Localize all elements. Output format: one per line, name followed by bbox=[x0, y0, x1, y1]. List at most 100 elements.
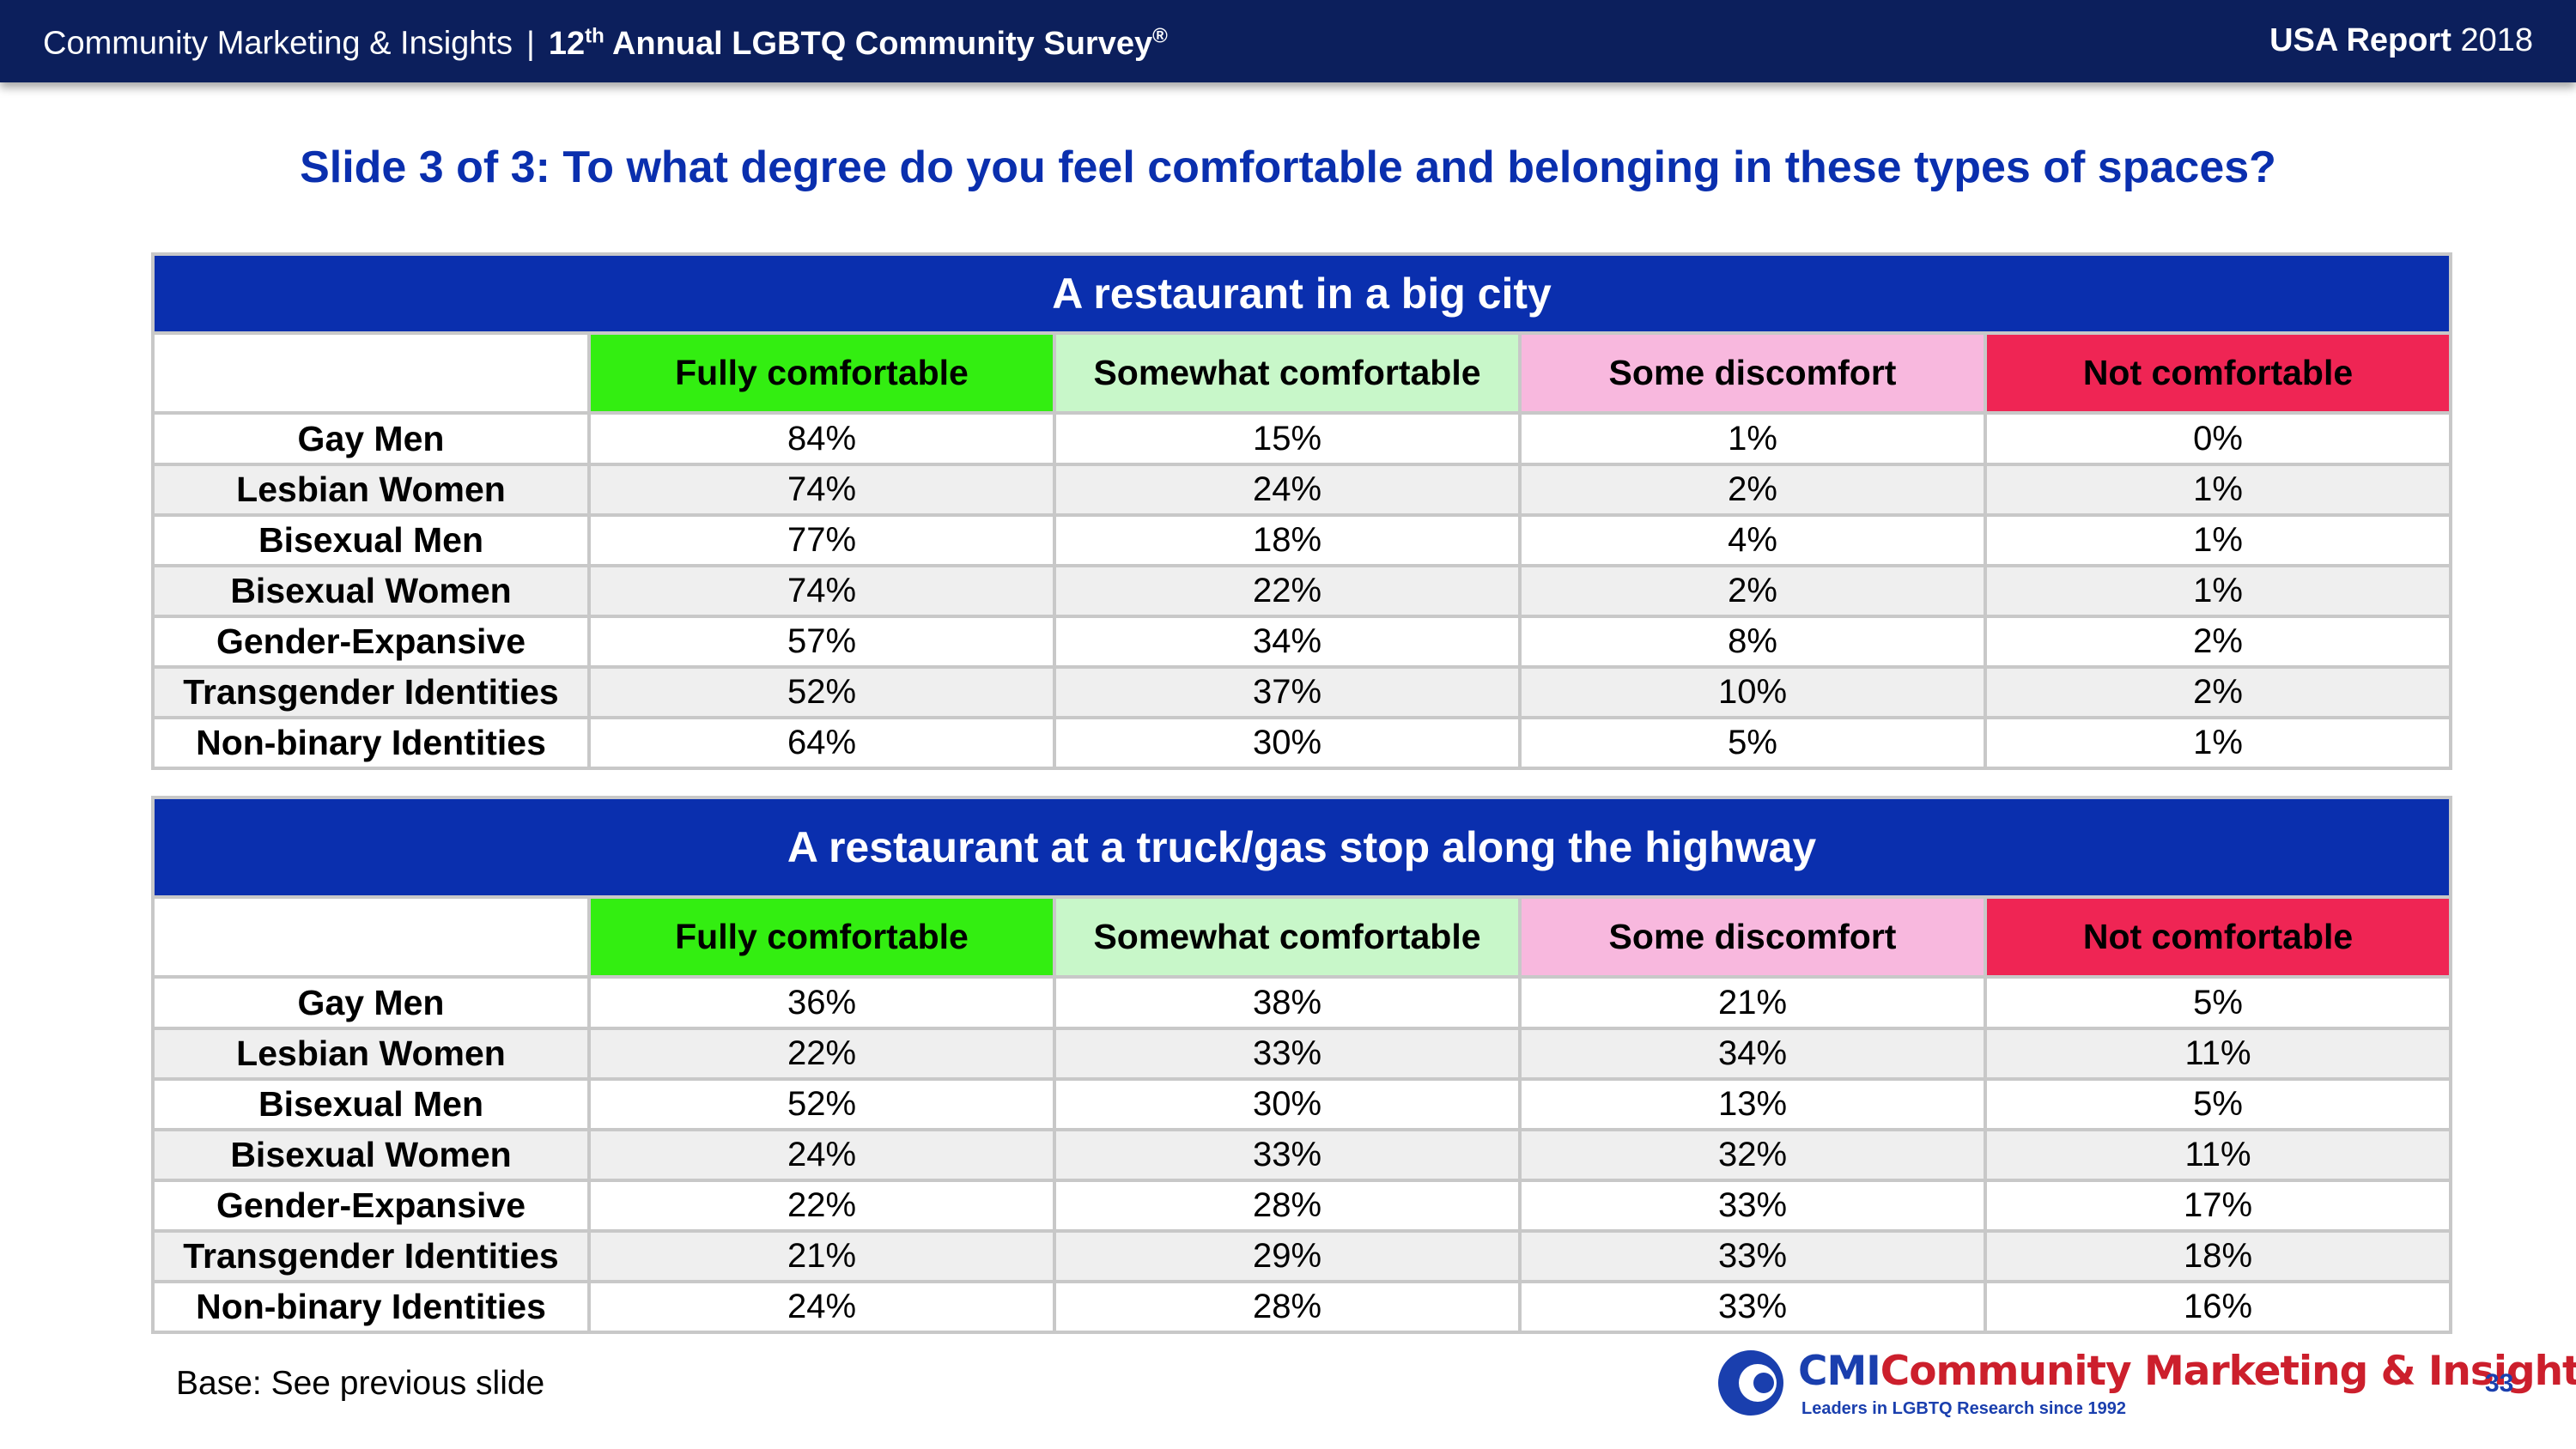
header-empty-cell bbox=[151, 895, 591, 979]
value-cell: 15% bbox=[1053, 411, 1522, 466]
value-cell: 64% bbox=[587, 716, 1056, 770]
table-row: Non-binary Identities 24% 28% 33% 16% bbox=[151, 1280, 2453, 1334]
value-cell: 2% bbox=[1518, 463, 1987, 517]
table-row: Bisexual Women 24% 33% 32% 11% bbox=[151, 1128, 2453, 1182]
value-cell: 1% bbox=[1984, 513, 2452, 567]
row-label: Gay Men bbox=[151, 975, 591, 1030]
value-cell: 22% bbox=[1053, 564, 1522, 618]
value-cell: 84% bbox=[587, 411, 1056, 466]
value-cell: 11% bbox=[1983, 1027, 2453, 1081]
table-title: A restaurant at a truck/gas stop along t… bbox=[150, 796, 2453, 899]
survey-name: 12th Annual LGBTQ Community Survey® bbox=[548, 24, 1168, 62]
table-row: Bisexual Men 52% 30% 13% 5% bbox=[151, 1077, 2453, 1131]
table-row: Bisexual Men 77% 18% 4% 1% bbox=[151, 513, 2452, 567]
table-row: Bisexual Women 74% 22% 2% 1% bbox=[151, 564, 2452, 618]
column-header-fully-comfortable: Fully comfortable bbox=[587, 895, 1056, 979]
row-label: Transgender Identities bbox=[151, 1229, 591, 1283]
column-header-some-discomfort: Some discomfort bbox=[1518, 895, 1987, 979]
table-row: Lesbian Women 74% 24% 2% 1% bbox=[151, 463, 2452, 517]
value-cell: 57% bbox=[587, 615, 1056, 669]
value-cell: 30% bbox=[1053, 1077, 1522, 1131]
row-label: Lesbian Women bbox=[151, 1027, 591, 1081]
row-label: Non-binary Identities bbox=[151, 1280, 591, 1334]
value-cell: 17% bbox=[1983, 1179, 2453, 1233]
logo-brand: CMICommunity Marketing & Insights bbox=[1798, 1348, 2576, 1395]
value-cell: 1% bbox=[1984, 463, 2452, 517]
value-cell: 22% bbox=[587, 1179, 1056, 1233]
logo-tagline: Leaders in LGBTQ Research since 1992 bbox=[1801, 1399, 2126, 1418]
value-cell: 5% bbox=[1518, 716, 1987, 770]
row-label: Bisexual Women bbox=[151, 1128, 591, 1182]
table-row: Gender-Expansive 22% 28% 33% 17% bbox=[151, 1179, 2453, 1233]
value-cell: 33% bbox=[1518, 1280, 1987, 1334]
value-cell: 10% bbox=[1518, 665, 1987, 719]
value-cell: 13% bbox=[1518, 1077, 1987, 1131]
row-label: Bisexual Women bbox=[151, 564, 591, 618]
table-row: Lesbian Women 22% 33% 34% 11% bbox=[151, 1027, 2453, 1081]
value-cell: 30% bbox=[1053, 716, 1522, 770]
header-empty-cell bbox=[151, 331, 591, 415]
value-cell: 33% bbox=[1053, 1128, 1522, 1182]
value-cell: 8% bbox=[1518, 615, 1987, 669]
column-header-not-comfortable: Not comfortable bbox=[1983, 895, 2453, 979]
value-cell: 28% bbox=[1053, 1179, 1522, 1233]
value-cell: 52% bbox=[587, 665, 1056, 719]
table-row: Transgender Identities 52% 37% 10% 2% bbox=[151, 665, 2452, 719]
value-cell: 1% bbox=[1984, 564, 2452, 618]
value-cell: 16% bbox=[1983, 1280, 2453, 1334]
logo-abbr: CMI bbox=[1798, 1348, 1881, 1395]
company-name: Community Marketing & Insights bbox=[43, 25, 513, 62]
value-cell: 11% bbox=[1983, 1128, 2453, 1182]
page-number: 33 bbox=[2485, 1369, 2514, 1397]
top-header-bar: Community Marketing & Insights | 12th Annu… bbox=[0, 0, 2576, 82]
cmi-logo: CMICommunity Marketing & Insights Leader… bbox=[1716, 1348, 2576, 1425]
header-separator: | bbox=[526, 25, 535, 62]
base-note: Base: See previous slide bbox=[176, 1365, 545, 1402]
slide-title: Slide 3 of 3: To what degree do you feel… bbox=[300, 142, 2276, 192]
column-header-not-comfortable: Not comfortable bbox=[1984, 331, 2452, 415]
cmi-logo-icon bbox=[1718, 1350, 1783, 1416]
header-left: Community Marketing & Insights | 12th Annu… bbox=[43, 24, 1168, 63]
table-row: Gay Men 84% 15% 1% 0% bbox=[151, 411, 2452, 466]
value-cell: 2% bbox=[1984, 665, 2452, 719]
row-label: Gender-Expansive bbox=[151, 615, 591, 669]
value-cell: 18% bbox=[1053, 513, 1522, 567]
value-cell: 1% bbox=[1984, 716, 2452, 770]
table-row: Non-binary Identities 64% 30% 5% 1% bbox=[151, 716, 2452, 770]
value-cell: 1% bbox=[1518, 411, 1987, 466]
value-cell: 24% bbox=[1053, 463, 1522, 517]
value-cell: 77% bbox=[587, 513, 1056, 567]
table-big-city-restaurant: A restaurant in a big city Fully comfort… bbox=[151, 252, 2452, 770]
value-cell: 32% bbox=[1518, 1128, 1987, 1182]
value-cell: 4% bbox=[1518, 513, 1987, 567]
row-label: Non-binary Identities bbox=[151, 716, 591, 770]
row-label: Gay Men bbox=[151, 411, 591, 466]
row-label: Gender-Expansive bbox=[151, 1179, 591, 1233]
value-cell: 37% bbox=[1053, 665, 1522, 719]
value-cell: 18% bbox=[1983, 1229, 2453, 1283]
row-label: Bisexual Men bbox=[151, 1077, 591, 1131]
column-header-fully-comfortable: Fully comfortable bbox=[587, 331, 1056, 415]
table-row: Gay Men 36% 38% 21% 5% bbox=[151, 975, 2453, 1030]
value-cell: 74% bbox=[587, 463, 1056, 517]
value-cell: 2% bbox=[1518, 564, 1987, 618]
value-cell: 28% bbox=[1053, 1280, 1522, 1334]
value-cell: 52% bbox=[587, 1077, 1056, 1131]
value-cell: 2% bbox=[1984, 615, 2452, 669]
column-header-somewhat-comfortable: Somewhat comfortable bbox=[1053, 895, 1522, 979]
value-cell: 5% bbox=[1983, 975, 2453, 1030]
report-label: USA Report 2018 bbox=[2269, 22, 2533, 58]
value-cell: 24% bbox=[587, 1280, 1056, 1334]
value-cell: 74% bbox=[587, 564, 1056, 618]
column-header-somewhat-comfortable: Somewhat comfortable bbox=[1053, 331, 1522, 415]
value-cell: 29% bbox=[1053, 1229, 1522, 1283]
logo-name: Community Marketing & Insights bbox=[1880, 1348, 2576, 1395]
row-label: Transgender Identities bbox=[151, 665, 591, 719]
row-label: Lesbian Women bbox=[151, 463, 591, 517]
value-cell: 22% bbox=[587, 1027, 1056, 1081]
value-cell: 21% bbox=[1518, 975, 1987, 1030]
value-cell: 34% bbox=[1053, 615, 1522, 669]
column-header-some-discomfort: Some discomfort bbox=[1518, 331, 1987, 415]
value-cell: 33% bbox=[1053, 1027, 1522, 1081]
value-cell: 36% bbox=[587, 975, 1056, 1030]
